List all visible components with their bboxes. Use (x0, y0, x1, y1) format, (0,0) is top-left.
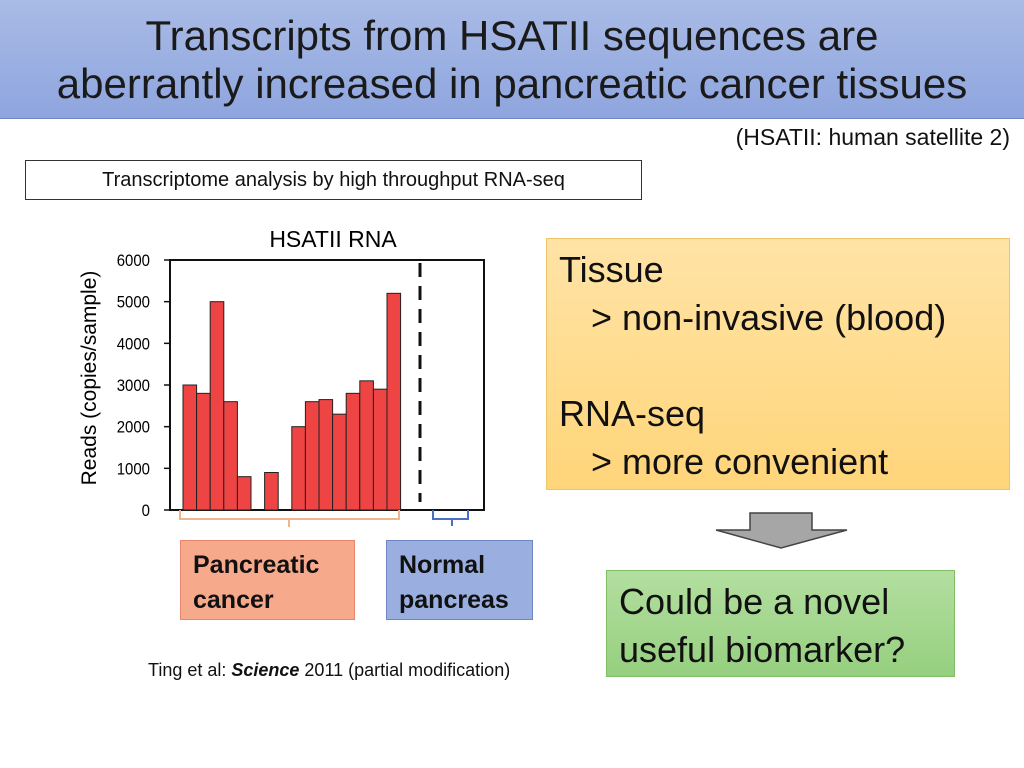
category-cancer-line-1: Pancreatic (193, 551, 320, 579)
cancer-bar (264, 472, 279, 511)
category-normal-line-2: pancreas (399, 586, 509, 614)
bar-series (182, 292, 402, 511)
conclusion-line-2: useful biomarker? (619, 629, 906, 670)
cancer-bar (209, 301, 225, 511)
advantage-line-4: > more convenient (591, 441, 889, 482)
category-pancreatic-cancer: Pancreatic cancer (180, 540, 355, 620)
y-tick-label: 5000 (117, 294, 150, 312)
cancer-bar (386, 292, 402, 511)
cancer-bar (291, 426, 306, 511)
cancer-bar (196, 392, 211, 511)
advantage-line-1: Tissue (559, 249, 664, 290)
title-bar: Transcripts from HSATII sequences are ab… (0, 0, 1024, 119)
y-tick-label: 3000 (117, 377, 150, 395)
advantage-line-3: RNA-seq (559, 393, 706, 434)
method-box: Transcriptome analysis by high throughpu… (25, 160, 642, 200)
citation-suffix: 2011 (partial modification) (299, 660, 511, 680)
cancer-bar (182, 384, 198, 511)
cancer-bar (304, 401, 320, 511)
y-tick-label: 6000 (117, 252, 150, 270)
slide-title-line-2: aberrantly increased in pancreatic cance… (56, 60, 968, 107)
citation-journal: Science (231, 660, 300, 680)
cancer-group-brace (179, 510, 400, 527)
y-tick-label: 1000 (117, 461, 150, 479)
cancer-bar (223, 401, 238, 511)
y-axis-label: Reads (copies/sample) (78, 271, 101, 486)
abbreviation-note: (HSATII: human satellite 2) (735, 124, 1010, 150)
y-tick-label: 0 (142, 502, 150, 520)
y-tick-label: 2000 (117, 419, 150, 437)
citation: Ting et al: Science 2011 (partial modifi… (148, 660, 510, 681)
advantage-line-2: > non-invasive (blood) (591, 297, 947, 338)
chart-title: HSATII RNA (269, 226, 397, 252)
slide-title-line-1: Transcripts from HSATII sequences are (145, 12, 879, 59)
cancer-bar (345, 392, 361, 511)
cancer-bar (236, 476, 252, 511)
y-axis-ticks: 0 1000 2000 3000 4000 5000 6000 (117, 252, 170, 520)
y-tick-label: 4000 (117, 336, 150, 354)
cancer-bar (372, 388, 388, 511)
cancer-bar (318, 399, 334, 511)
citation-prefix: Ting et al: (148, 660, 232, 680)
cancer-bar (359, 380, 374, 511)
conclusion-box: Could be a novel useful biomarker? (606, 570, 955, 677)
category-cancer-line-2: cancer (193, 586, 274, 614)
advantages-box: Tissue > non-invasive (blood) RNA-seq > … (546, 238, 1010, 490)
normal-group-brace (432, 510, 469, 526)
category-normal-line-1: Normal (399, 551, 486, 579)
category-normal-pancreas: Normal pancreas (386, 540, 533, 620)
cancer-bar (332, 413, 347, 511)
conclusion-line-1: Could be a novel (619, 581, 890, 622)
